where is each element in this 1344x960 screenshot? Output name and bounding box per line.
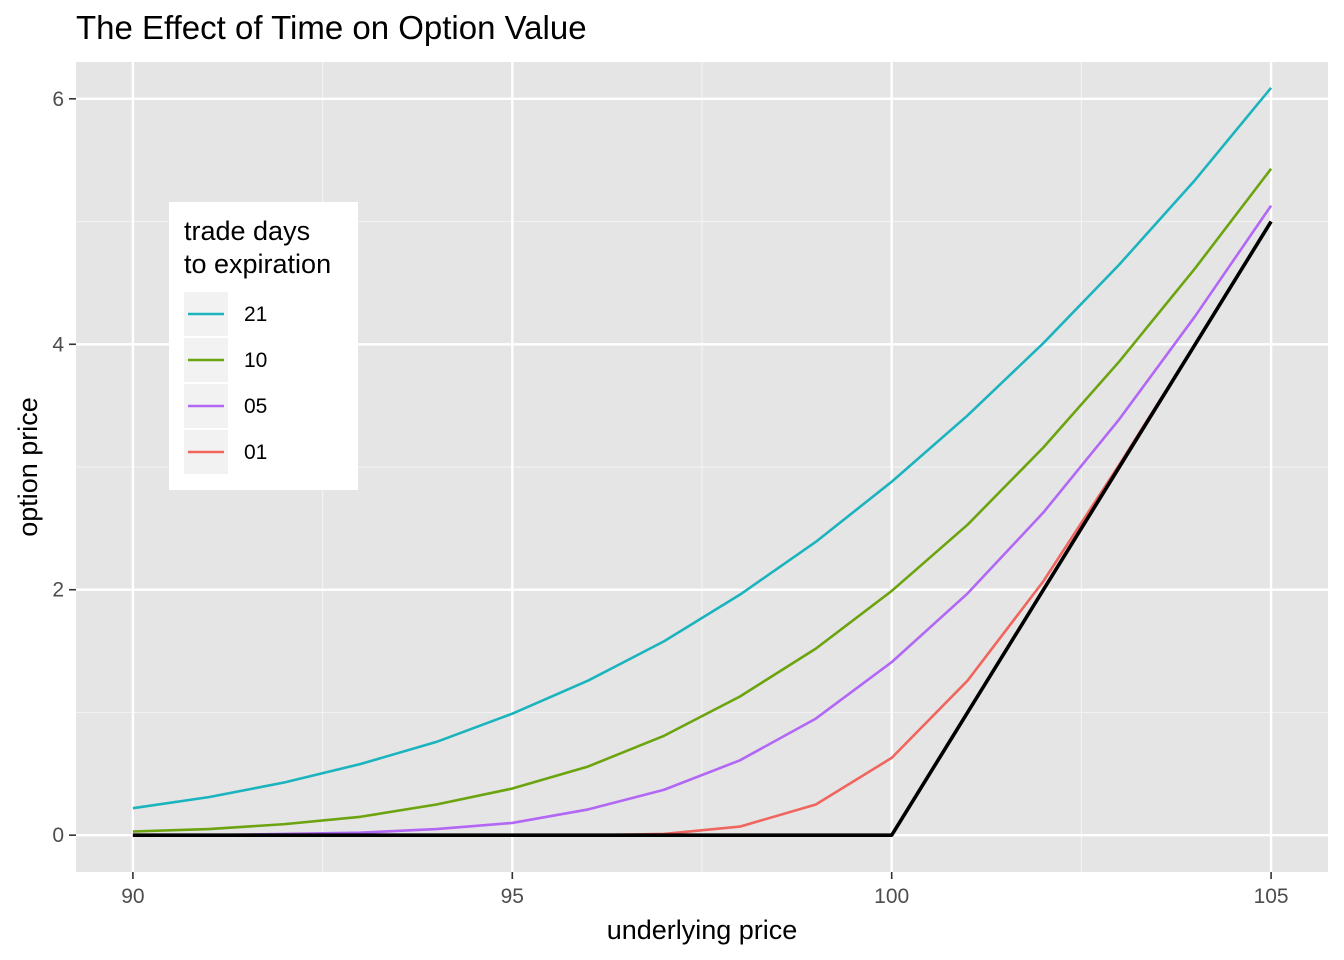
legend-label-21: 21 xyxy=(244,303,267,326)
series-line-05 xyxy=(132,204,1273,837)
y-tick-label: 0 xyxy=(52,824,64,847)
legend: trade days to expiration 21 10 05 01 xyxy=(169,202,358,490)
x-axis-title: underlying price xyxy=(607,915,798,945)
y-tick-label: 6 xyxy=(52,88,64,111)
legend-label-10: 10 xyxy=(244,349,267,372)
y-tick-label: 4 xyxy=(52,333,64,356)
series-line-21 xyxy=(132,86,1273,810)
legend-items: 21 10 05 01 xyxy=(184,292,267,474)
legend-title-line-1: trade days xyxy=(184,216,310,246)
series-lines xyxy=(132,86,1273,837)
x-tick-label: 90 xyxy=(121,885,144,908)
series-line-4 xyxy=(132,220,1273,837)
y-tick-label: 2 xyxy=(52,579,64,602)
legend-label-05: 05 xyxy=(244,395,267,418)
y-axis: 0 2 4 6 xyxy=(52,88,76,847)
x-tick-label: 100 xyxy=(874,885,909,908)
series-line-10 xyxy=(132,167,1273,833)
x-axis: 90 95 100 105 xyxy=(121,872,1289,908)
x-tick-label: 105 xyxy=(1254,885,1289,908)
chart-title: The Effect of Time on Option Value xyxy=(76,9,587,46)
y-axis-title: option price xyxy=(13,397,43,537)
legend-label-01: 01 xyxy=(244,441,267,464)
x-tick-label: 95 xyxy=(501,885,524,908)
legend-title-line-2: to expiration xyxy=(184,249,331,279)
